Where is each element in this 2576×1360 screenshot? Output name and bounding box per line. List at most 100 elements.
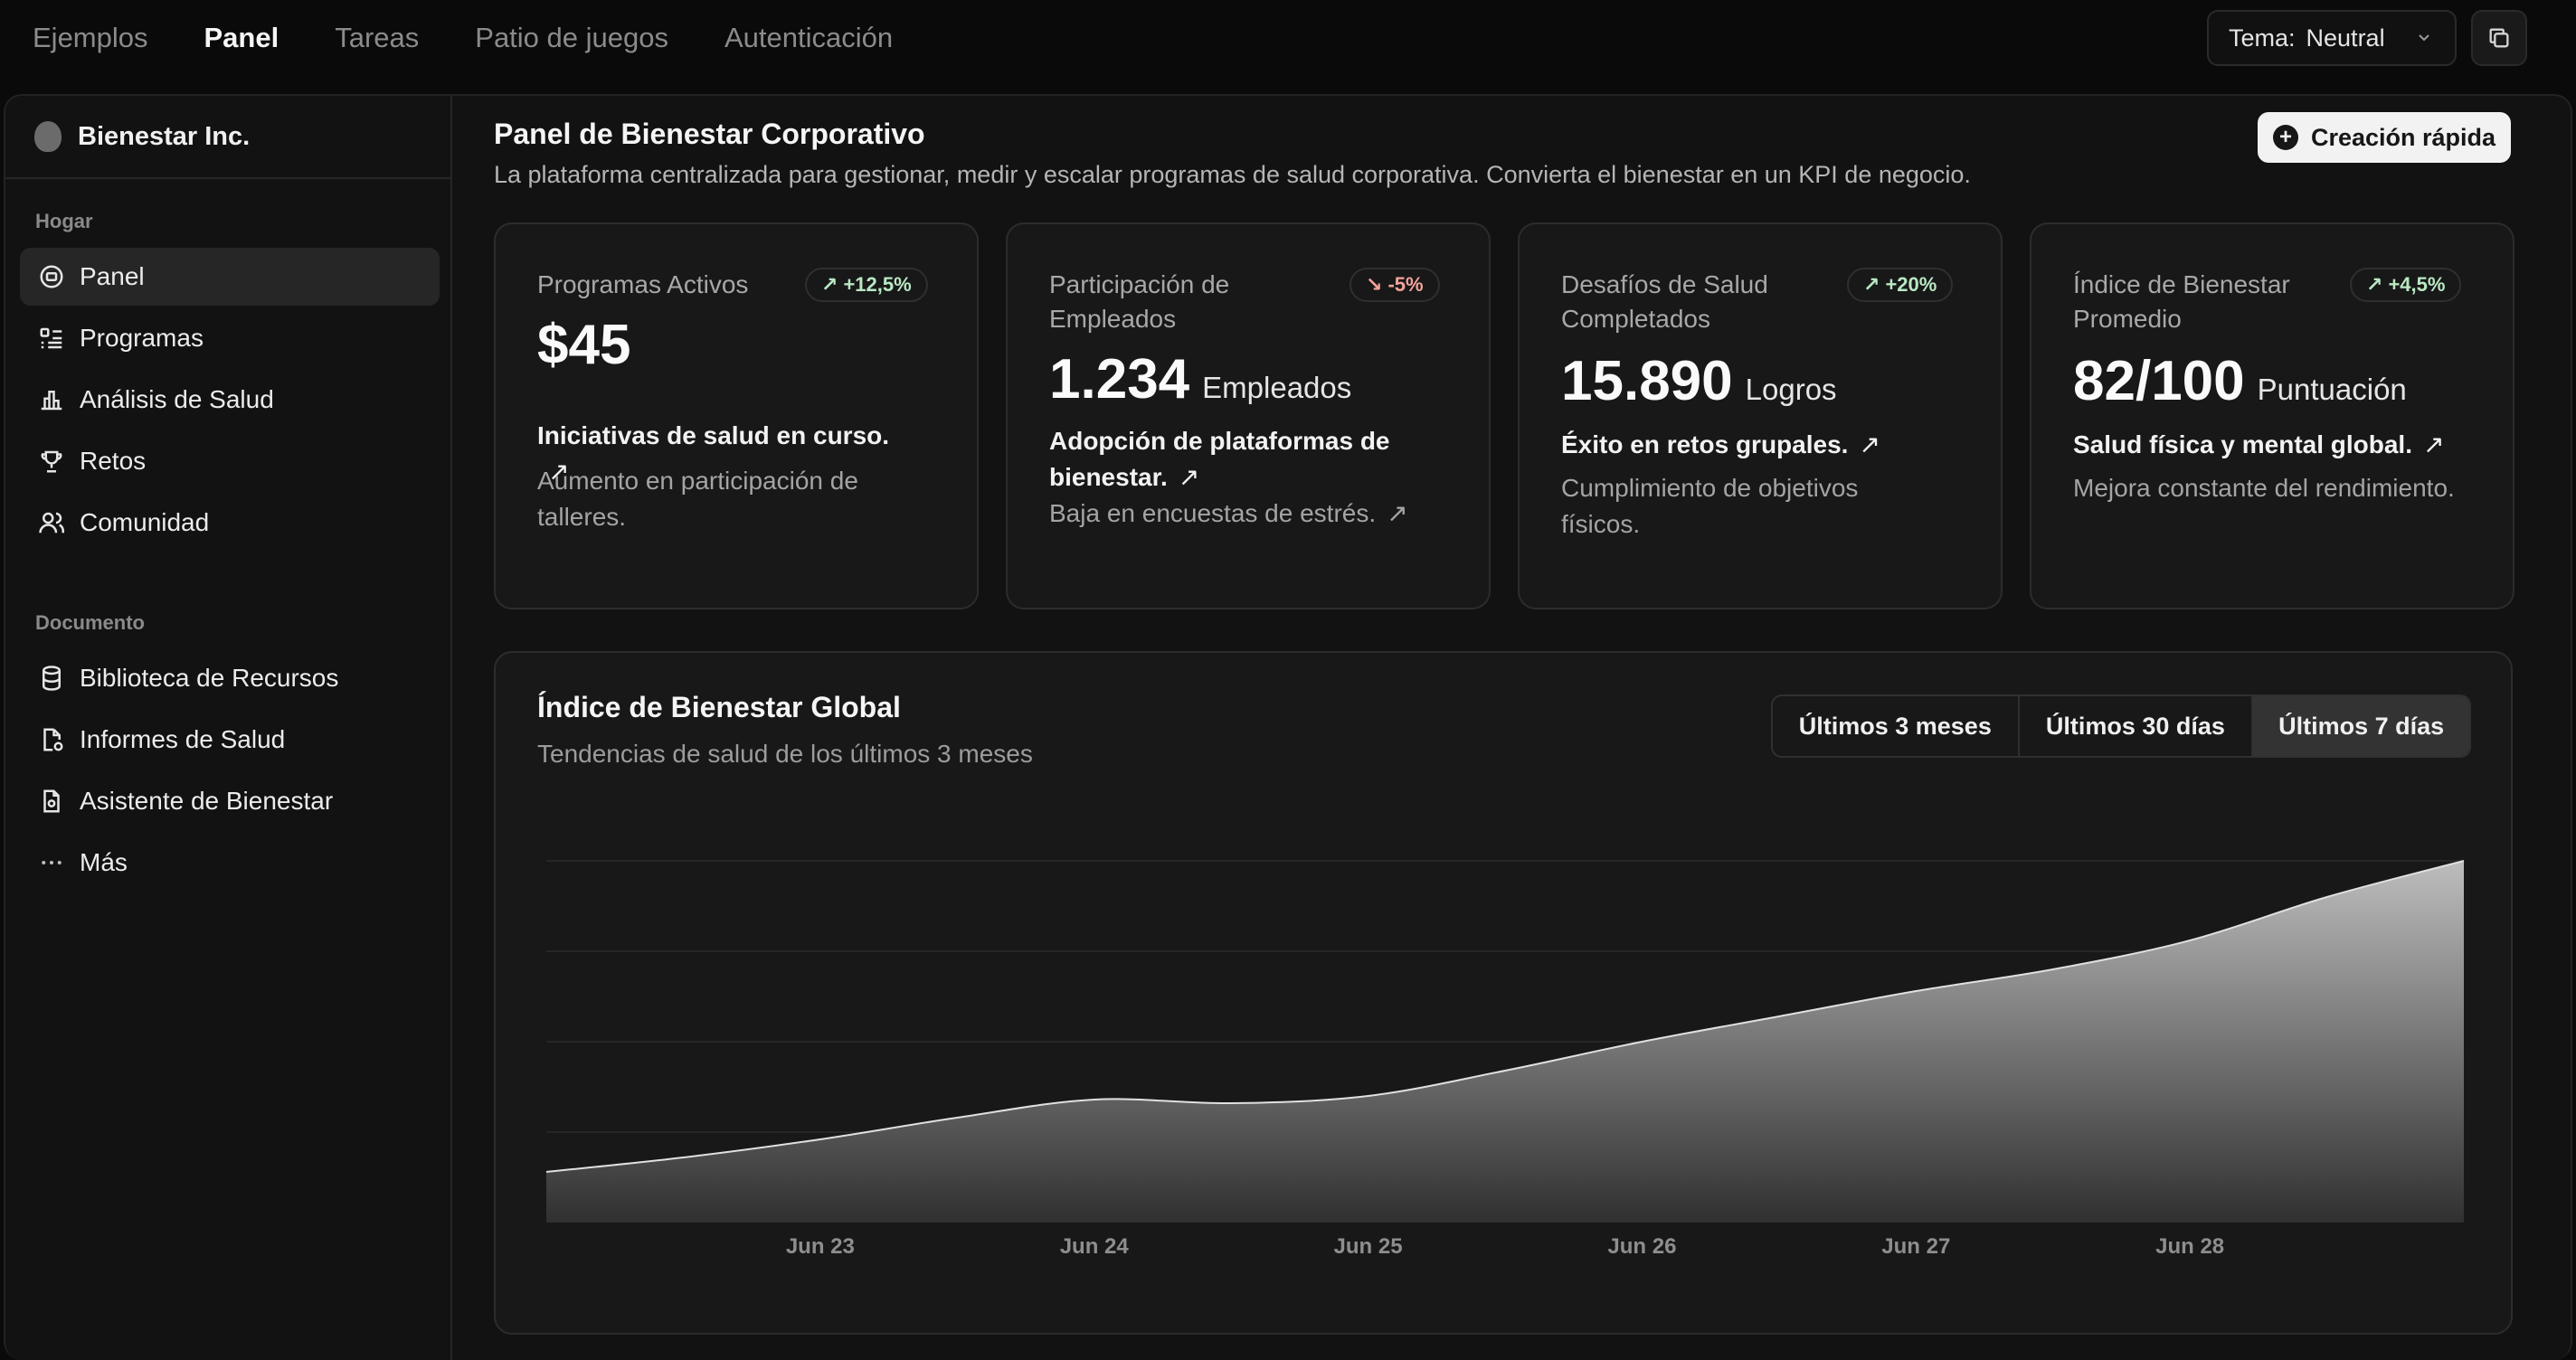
area-series-line <box>545 860 2465 1173</box>
sidebar-item-label: Retos <box>80 447 147 475</box>
plus-circle-icon: + <box>2272 125 2298 150</box>
theme-select[interactable]: Tema: Neutral <box>2207 10 2457 66</box>
nav-link-ejemplos[interactable]: Ejemplos <box>33 22 148 53</box>
kpi-highlight-text: Adopción de plataformas de bienestar. <box>1049 427 1390 491</box>
chevron-down-icon <box>2419 34 2429 42</box>
kpi-value: 15.890 Logros <box>1561 349 1837 413</box>
range-7-days[interactable]: Últimos 7 días <box>2253 696 2469 756</box>
org-logo-icon <box>34 121 62 152</box>
kpi-note-text: Baja en encuestas de estrés. <box>1049 499 1377 527</box>
chart-title: Índice de Bienestar Global <box>537 691 901 723</box>
kpi-unit: Logros <box>1745 373 1837 406</box>
nav-link-autenticacion[interactable]: Autenticación <box>724 22 894 53</box>
kpi-title: Desafíos de Salud Completados <box>1561 270 1768 333</box>
sidebar-item-label: Programas <box>80 324 204 352</box>
kpi-title: Participación de Empleados <box>1049 270 1230 333</box>
kpi-unit: Empleados <box>1202 371 1352 404</box>
quick-create-button[interactable]: + Creación rápida <box>2258 112 2511 163</box>
quick-create-label: Creación rápida <box>2310 123 2496 151</box>
sidebar-item-asistente[interactable]: Asistente de Bienestar <box>20 772 440 830</box>
kpi-highlight-text: Éxito en retos grupales. <box>1561 430 1849 458</box>
kpi-title: Programas Activos <box>537 270 749 298</box>
sidebar-item-comunidad[interactable]: Comunidad <box>20 494 440 552</box>
kpi-card-programas: Programas Activos ↗ +12,5% $45 Iniciativa… <box>494 222 979 609</box>
section-label-docs: Documento <box>35 611 145 634</box>
arrow-up-right-icon: ↗ <box>2423 430 2445 458</box>
report-icon <box>43 728 63 751</box>
org-switcher[interactable]: Bienestar Inc. <box>5 96 452 179</box>
trend-up-icon: ↗ <box>1863 273 1880 296</box>
sidebar-item-retos[interactable]: Retos <box>20 432 440 490</box>
sidebar-item-panel[interactable]: Panel <box>20 248 440 306</box>
trend-badge: ↗ +20% <box>1847 268 1954 302</box>
trend-value: -5% <box>1387 273 1424 296</box>
theme-label: Tema: <box>2229 24 2296 52</box>
kpi-title: Índice de Bienestar Promedio <box>2073 270 2290 333</box>
trend-up-icon: ↗ <box>821 273 838 296</box>
kpi-note: Mejora constante del rendimiento. <box>2073 474 2455 502</box>
nav-link-patio[interactable]: Patio de juegos <box>475 22 668 53</box>
app-frame: Bienestar Inc. Hogar Panel Programas Aná… <box>4 94 2572 1360</box>
kpi-card-desafios: Desafíos de Salud Completados ↗ +20% 15.8… <box>1518 222 2003 609</box>
x-tick-label: Jun 28 <box>2155 1234 2224 1259</box>
kpi-highlight: Adopción de plataformas de bienestar. ↗ <box>1049 423 1411 496</box>
chart-card: Índice de Bienestar Global Tendencias de… <box>494 651 2513 1335</box>
file-icon <box>43 789 60 813</box>
x-tick-label: Jun 25 <box>1334 1234 1403 1259</box>
nav-link-panel[interactable]: Panel <box>204 22 279 53</box>
top-nav-links: Ejemplos Panel Tareas Patio de juegos Au… <box>33 18 893 58</box>
arrow-up-right-icon: ↗ <box>548 458 570 486</box>
kpi-highlight-text: Iniciativas de salud en curso. <box>537 421 890 449</box>
trend-value: +20% <box>1885 273 1937 296</box>
top-navigation: Ejemplos Panel Tareas Patio de juegos Au… <box>0 0 2576 76</box>
kpi-number: 15.890 <box>1561 350 1733 412</box>
kpi-card-indice: Índice de Bienestar Promedio ↗ +4,5% 82/1… <box>2030 222 2514 609</box>
copy-button[interactable] <box>2471 10 2527 66</box>
sidebar-item-informes[interactable]: Informes de Salud <box>20 711 440 769</box>
range-toggle: Últimos 3 meses Últimos 30 días Últimos … <box>1771 694 2471 758</box>
x-tick-label: Jun 23 <box>786 1234 855 1259</box>
database-icon <box>43 666 61 691</box>
sidebar-item-biblioteca[interactable]: Biblioteca de Recursos <box>20 649 440 707</box>
range-30-days[interactable]: Últimos 30 días <box>2020 696 2254 756</box>
sidebar-item-label: Panel <box>80 262 145 290</box>
x-tick-label: Jun 27 <box>1881 1234 1950 1259</box>
kpi-note: Cumplimiento de objetivos físicos. <box>1561 474 1859 538</box>
area-series <box>546 861 2464 1223</box>
sidebar: Bienestar Inc. Hogar Panel Programas Aná… <box>5 96 452 1360</box>
kpi-value: 82/100 Puntuación <box>2073 349 2407 413</box>
trend-badge: ↘ -5% <box>1350 268 1440 302</box>
kpi-card-participacion: Participación de Empleados ↘ -5% 1.234 Em… <box>1006 222 1491 609</box>
sidebar-item-analisis[interactable]: Análisis de Salud <box>20 371 440 429</box>
kpi-number: 1.234 <box>1049 348 1190 411</box>
x-tick-label: Jun 26 <box>1607 1234 1676 1259</box>
arrow-up-right-icon: ↗ <box>1178 463 1200 491</box>
kpi-highlight: Salud física y mental global. ↗ <box>2073 427 2489 463</box>
kpi-number: 82/100 <box>2073 350 2245 412</box>
main-content: Panel de Bienestar Corporativo La plataf… <box>452 96 2571 1360</box>
kpi-note: Aumento en participación de talleres. <box>537 467 858 531</box>
area-chart: Jun 23 Jun 24 Jun 25 Jun 26 Jun 27 Jun 28 <box>545 860 2465 1259</box>
trend-down-icon: ↘ <box>1366 273 1383 296</box>
theme-value: Neutral <box>2306 24 2385 52</box>
sidebar-item-mas[interactable]: Más <box>20 834 440 892</box>
range-3-months[interactable]: Últimos 3 meses <box>1773 696 2020 756</box>
sidebar-item-label: Asistente de Bienestar <box>80 787 334 815</box>
org-name: Bienestar Inc. <box>78 121 251 151</box>
sidebar-item-label: Informes de Salud <box>80 725 286 753</box>
x-tick-label: Jun 24 <box>1060 1234 1130 1259</box>
page-title: Panel de Bienestar Corporativo <box>494 118 925 150</box>
trend-badge: ↗ +12,5% <box>805 268 928 302</box>
dashboard-icon <box>40 265 63 288</box>
arrow-up-right-icon: ↗ <box>1387 499 1408 527</box>
kpi-value: $45 <box>537 313 630 377</box>
sidebar-item-label: Más <box>80 848 128 876</box>
users-icon <box>39 512 65 534</box>
sidebar-item-programas[interactable]: Programas <box>20 309 440 367</box>
sidebar-item-label: Comunidad <box>80 508 210 536</box>
nav-link-tareas[interactable]: Tareas <box>335 22 420 53</box>
list-icon <box>40 327 62 349</box>
trend-badge: ↗ +4,5% <box>2350 268 2462 302</box>
kpi-highlight: Iniciativas de salud en curso. ↗ <box>537 418 917 490</box>
kpi-unit: Puntuación <box>2257 373 2407 406</box>
